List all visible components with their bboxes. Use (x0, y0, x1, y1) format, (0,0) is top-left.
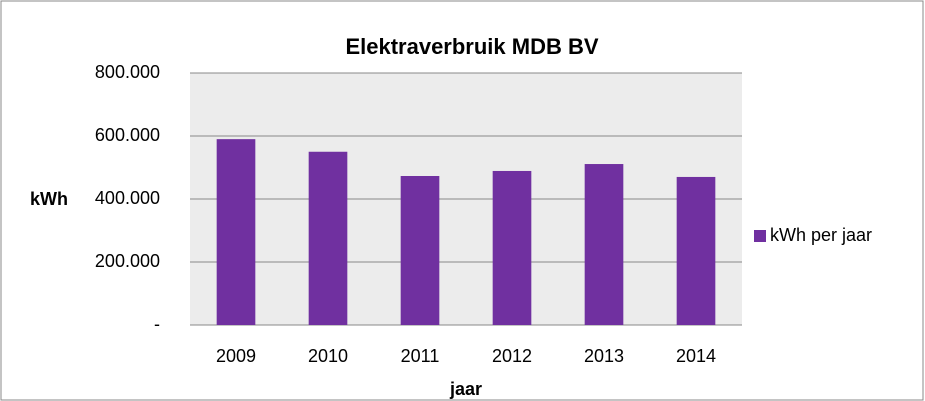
bar (492, 170, 532, 325)
y-tick-label: - (154, 314, 160, 334)
chart-title: Elektraverbruik MDB BV (345, 34, 598, 59)
y-tick-label: 400.000 (95, 188, 160, 208)
bar (216, 139, 256, 325)
x-tick-label: 2013 (584, 346, 624, 366)
legend-label: kWh per jaar (770, 225, 872, 245)
y-tick-label: 800.000 (95, 62, 160, 82)
bar (400, 176, 440, 325)
x-tick-label: 2014 (676, 346, 716, 366)
bar (676, 176, 716, 325)
x-tick-label: 2012 (492, 346, 532, 366)
bar (308, 151, 348, 325)
y-tick-label: 600.000 (95, 125, 160, 145)
x-tick-label: 2009 (216, 346, 256, 366)
y-tick-label: 200.000 (95, 251, 160, 271)
x-tick-label: 2010 (308, 346, 348, 366)
legend-swatch (754, 230, 766, 242)
x-tick-label: 2011 (401, 346, 440, 366)
y-axis-label: kWh (30, 189, 68, 209)
bar (584, 164, 624, 325)
x-axis-label: jaar (449, 379, 482, 399)
